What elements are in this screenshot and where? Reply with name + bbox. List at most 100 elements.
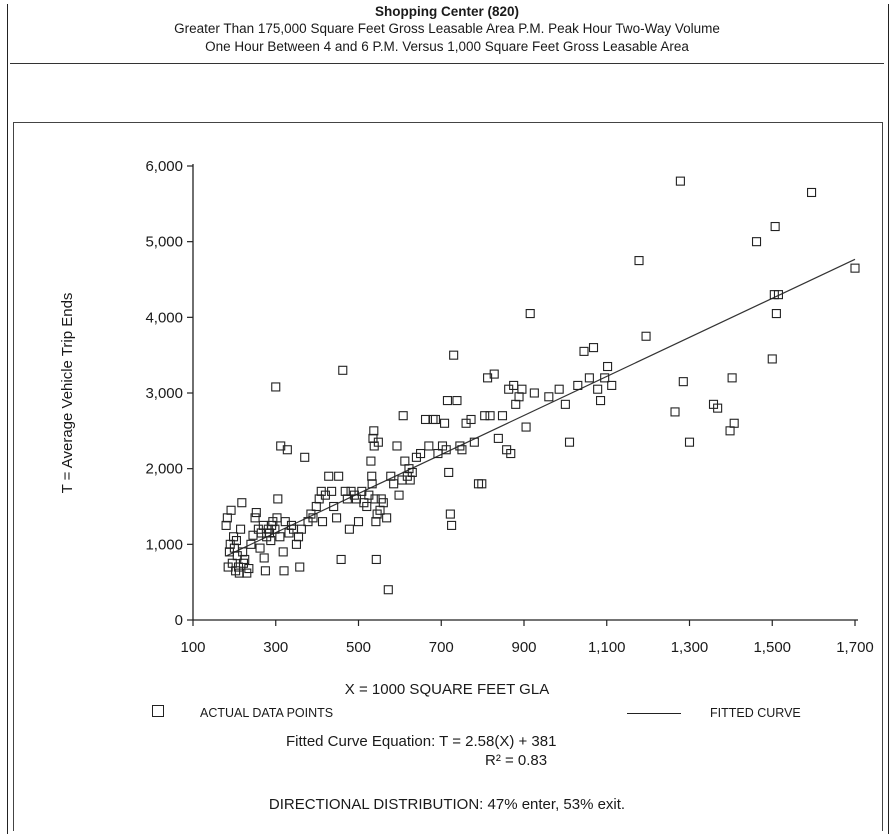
data-point — [389, 479, 399, 489]
data-point — [442, 396, 453, 406]
data-point — [367, 479, 377, 489]
data-point — [584, 373, 594, 383]
data-point — [378, 498, 388, 508]
data-point — [767, 354, 777, 364]
data-point — [392, 441, 402, 451]
y-axis-label: T = Average Vehicle Trip Ends — [59, 293, 76, 494]
data-point — [593, 384, 603, 394]
legend-curve-label: FITTED CURVE — [710, 706, 801, 720]
data-point — [452, 396, 462, 406]
x-tick-label: 1,500 — [753, 639, 791, 656]
data-point — [445, 509, 455, 519]
legend-square-icon — [152, 705, 164, 717]
data-point — [236, 524, 246, 534]
data-point — [291, 539, 301, 549]
y-tick-label: 2,000 — [145, 461, 183, 478]
data-point — [244, 563, 254, 574]
data-point — [579, 346, 589, 356]
data-point — [506, 448, 516, 459]
data-point — [400, 456, 410, 466]
data-point — [231, 535, 241, 546]
data-point — [300, 452, 310, 462]
data-point — [398, 411, 408, 421]
data-point — [273, 494, 283, 504]
data-point — [771, 308, 781, 319]
fitted-equation: Fitted Curve Equation: T = 2.58(X) + 381 — [286, 733, 557, 750]
data-point — [250, 513, 260, 523]
data-point — [517, 384, 527, 394]
x-tick-label: 1,700 — [836, 639, 874, 656]
data-point — [373, 437, 383, 447]
data-point — [293, 532, 304, 542]
data-point — [514, 392, 524, 402]
y-tick-label: 0 — [175, 612, 183, 629]
data-point — [678, 377, 688, 387]
data-point — [324, 471, 334, 481]
fitted-curve-line — [225, 258, 856, 557]
data-point — [641, 331, 651, 341]
data-point — [441, 445, 451, 455]
data-point — [607, 380, 617, 390]
x-tick-label: 900 — [511, 639, 536, 656]
data-point — [449, 350, 459, 360]
data-point — [554, 384, 564, 394]
data-point — [729, 418, 739, 428]
data-point — [407, 467, 417, 478]
data-point — [251, 508, 261, 518]
data-point — [278, 547, 288, 557]
data-point — [266, 535, 276, 546]
data-point — [440, 418, 450, 428]
data-point — [353, 517, 364, 527]
data-point — [248, 530, 258, 540]
scatter-plot: 0 1,000 2,000 3,000 4,000 5,000 6,000 100 300 500… — [59, 158, 874, 656]
data-point — [725, 426, 735, 436]
data-point — [428, 414, 438, 425]
data-point — [511, 399, 521, 409]
data-point — [564, 437, 575, 447]
data-point — [246, 539, 256, 549]
data-point — [497, 411, 508, 421]
data-point — [713, 403, 723, 413]
data-point — [477, 479, 487, 489]
header-divider — [10, 63, 884, 64]
data-point — [850, 263, 860, 273]
legend-line-icon — [627, 713, 681, 714]
chart-subtitle-line1: Greater Than 175,000 Square Feet Gross L… — [174, 21, 720, 36]
y-tick-label: 4,000 — [145, 309, 183, 326]
legend-points-label: ACTUAL DATA POINTS — [200, 706, 334, 720]
data-point — [473, 479, 484, 489]
data-point — [573, 380, 583, 390]
data-point — [588, 343, 599, 353]
data-point — [529, 388, 539, 398]
data-point — [240, 554, 250, 565]
data-point — [340, 486, 350, 496]
data-point — [362, 501, 372, 512]
x-tick-label: 1,300 — [671, 639, 709, 656]
data-point — [600, 373, 610, 383]
data-point — [327, 486, 337, 496]
data-point — [416, 448, 426, 459]
data-point — [275, 532, 285, 542]
data-point — [234, 568, 244, 578]
data-point — [383, 585, 393, 595]
data-point — [447, 520, 457, 530]
chart-panel — [13, 122, 883, 831]
data-point — [807, 187, 817, 198]
data-point — [560, 399, 570, 409]
data-point — [684, 437, 695, 447]
data-point — [344, 524, 354, 534]
data-point — [444, 467, 454, 478]
data-point — [296, 524, 306, 534]
data-point — [770, 221, 780, 232]
r-squared: R² = 0.83 — [485, 752, 548, 769]
data-point — [371, 554, 381, 565]
data-point — [226, 505, 236, 515]
x-tick-label: 100 — [180, 639, 205, 656]
x-tick-label: 300 — [263, 639, 288, 656]
data-point — [469, 437, 479, 447]
data-point — [311, 501, 321, 512]
data-point — [634, 256, 644, 266]
data-point — [336, 554, 346, 565]
data-point — [367, 471, 377, 481]
data-point — [260, 566, 270, 576]
